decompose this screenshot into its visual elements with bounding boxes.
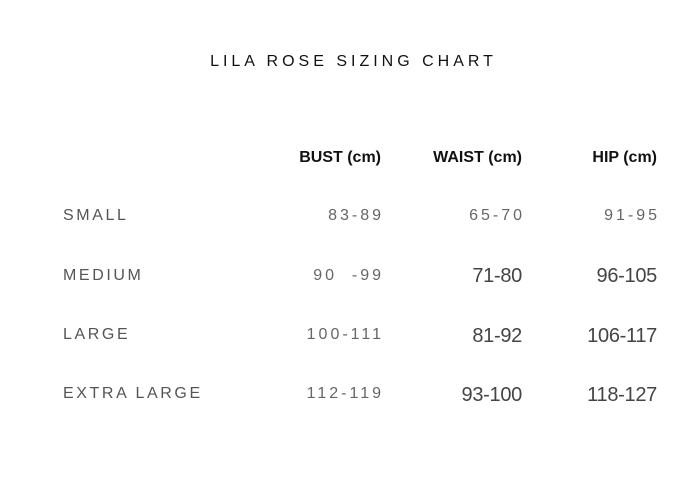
waist-value: 93-100 xyxy=(461,384,523,406)
size-label: EXTRA LARGE xyxy=(63,385,203,402)
header-hip: HIP (cm) xyxy=(592,149,657,166)
hip-value: 96-105 xyxy=(596,265,658,287)
bust-value: 112-119 xyxy=(306,385,384,402)
waist-value: 81-92 xyxy=(472,325,522,347)
size-label: SMALL xyxy=(63,207,129,224)
hip-value: 118-127 xyxy=(587,384,657,406)
chart-title: LILA ROSE SIZING CHART xyxy=(210,53,497,70)
bust-value: 83-89 xyxy=(328,207,384,224)
waist-value: 65-70 xyxy=(469,207,525,224)
hip-value: 91-95 xyxy=(604,207,660,224)
size-label: LARGE xyxy=(63,326,131,343)
bust-value: 100-111 xyxy=(306,326,384,343)
header-bust: BUST (cm) xyxy=(299,149,381,166)
header-waist: WAIST (cm) xyxy=(433,149,522,166)
waist-value: 71-80 xyxy=(472,265,522,287)
bust-value: 90 -99 xyxy=(313,267,384,284)
size-label: MEDIUM xyxy=(63,267,144,284)
hip-value: 106-117 xyxy=(587,325,657,347)
